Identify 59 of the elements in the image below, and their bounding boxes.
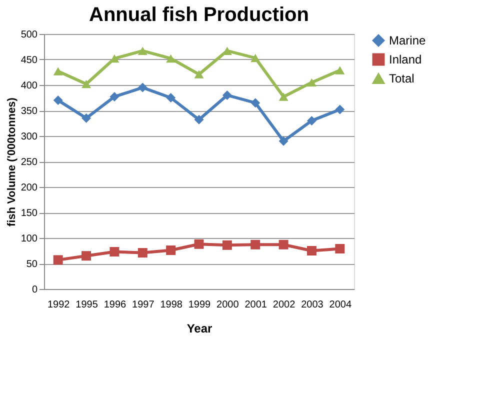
point xyxy=(222,240,232,250)
chart-title: Annual fish Production xyxy=(89,4,309,26)
point xyxy=(278,136,288,146)
y-axis-title: fish Volume ('000tonnes) xyxy=(6,97,18,226)
legend-label: Inland xyxy=(389,52,422,66)
point xyxy=(53,67,63,76)
point xyxy=(138,82,148,92)
x-tick-label: 2002 xyxy=(272,300,296,310)
x-tick-label: 1995 xyxy=(76,300,98,310)
point xyxy=(82,113,92,123)
point xyxy=(222,90,232,100)
y-tick-label: 450 xyxy=(20,55,38,66)
point xyxy=(138,248,148,258)
x-tick-label: 1999 xyxy=(188,300,212,310)
point xyxy=(138,46,148,55)
point xyxy=(250,54,260,62)
y-tick-label: 200 xyxy=(20,182,38,194)
point xyxy=(166,93,176,102)
point xyxy=(278,92,288,101)
y-tick-label: 100 xyxy=(20,234,38,244)
point xyxy=(335,66,345,74)
point xyxy=(250,98,260,108)
point xyxy=(166,245,176,255)
point xyxy=(306,78,316,87)
y-tick-label: 50 xyxy=(26,259,38,270)
y-tick-label: 150 xyxy=(20,208,38,219)
point xyxy=(53,255,63,265)
point xyxy=(278,240,288,250)
y-tick-label: 0 xyxy=(32,284,38,296)
y-tick-label: 250 xyxy=(20,157,38,168)
x-tick-label: 2004 xyxy=(329,300,352,310)
x-tick-label: 1998 xyxy=(160,300,183,310)
point xyxy=(53,96,63,106)
point xyxy=(194,70,204,78)
point xyxy=(110,247,120,257)
point xyxy=(194,114,204,124)
point xyxy=(335,104,345,114)
x-tick-label: 2003 xyxy=(301,300,324,310)
point xyxy=(306,246,316,256)
x-tick-label: 1997 xyxy=(132,300,155,310)
x-tick-label: 2001 xyxy=(244,300,268,310)
point xyxy=(82,251,92,261)
y-tick-label: 500 xyxy=(20,30,38,40)
x-tick-label: 1996 xyxy=(104,300,127,310)
point xyxy=(335,244,345,254)
x-tick-label: 1992 xyxy=(47,300,70,310)
point xyxy=(110,92,120,102)
point xyxy=(194,239,204,249)
x-axis-title: Year xyxy=(186,322,213,336)
point xyxy=(250,240,260,250)
point xyxy=(306,116,316,126)
point xyxy=(166,54,176,63)
point xyxy=(82,80,92,88)
x-tick-label: 2000 xyxy=(216,300,240,310)
y-tick-label: 400 xyxy=(20,80,38,92)
legend-label: Total xyxy=(389,72,414,86)
legend-label: Marine xyxy=(389,34,426,48)
y-tick-label: 300 xyxy=(20,132,38,142)
y-tick-label: 350 xyxy=(20,106,38,117)
